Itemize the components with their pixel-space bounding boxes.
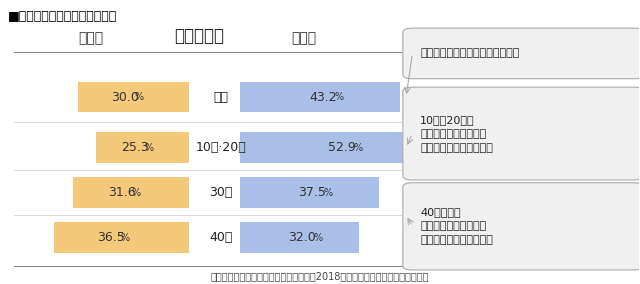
FancyBboxPatch shape bbox=[79, 82, 189, 112]
Text: %: % bbox=[324, 188, 333, 198]
FancyBboxPatch shape bbox=[241, 222, 358, 253]
Text: 賃　貸: 賃 貸 bbox=[78, 31, 103, 45]
Text: 25.3: 25.3 bbox=[121, 141, 149, 154]
Text: %: % bbox=[313, 233, 323, 243]
Text: %: % bbox=[353, 143, 362, 153]
Text: 30代: 30代 bbox=[209, 186, 233, 199]
Text: %: % bbox=[131, 188, 140, 198]
Text: 10代・20代は
「断熱性／省エネ性」
「耕震性」も実家が満足: 10代・20代は 「断熱性／省エネ性」 「耕震性」も実家が満足 bbox=[420, 114, 493, 153]
Text: 30.0: 30.0 bbox=[111, 91, 139, 103]
Text: 43.2: 43.2 bbox=[310, 91, 337, 103]
Text: %: % bbox=[134, 92, 143, 102]
Text: 全体で実家が高いのは遥音性のみ: 全体で実家が高いのは遥音性のみ bbox=[420, 48, 520, 59]
FancyBboxPatch shape bbox=[403, 183, 640, 270]
FancyBboxPatch shape bbox=[96, 132, 189, 163]
Text: ■賃貸住宅と実家の満足度比較: ■賃貸住宅と実家の満足度比較 bbox=[8, 10, 117, 23]
Text: 52.9: 52.9 bbox=[328, 141, 356, 154]
Text: 全体: 全体 bbox=[214, 91, 228, 103]
Text: 40代以上は
「断熱性／省エネ性」
「耕震性」も賃貸が満足: 40代以上は 「断熱性／省エネ性」 「耕震性」も賃貸が満足 bbox=[420, 207, 493, 245]
Text: %: % bbox=[145, 143, 154, 153]
FancyBboxPatch shape bbox=[241, 82, 400, 112]
FancyBboxPatch shape bbox=[403, 28, 640, 79]
Text: 37.5: 37.5 bbox=[298, 186, 326, 199]
Text: 36.5: 36.5 bbox=[97, 231, 125, 244]
FancyBboxPatch shape bbox=[403, 87, 640, 180]
Text: 実　家: 実 家 bbox=[291, 31, 317, 45]
FancyBboxPatch shape bbox=[241, 177, 379, 208]
Text: 10代·20代: 10代·20代 bbox=[196, 141, 246, 154]
Text: 【遥音性】: 【遥音性】 bbox=[174, 27, 224, 45]
Text: 40代: 40代 bbox=[209, 231, 233, 244]
FancyBboxPatch shape bbox=[54, 222, 189, 253]
FancyBboxPatch shape bbox=[72, 177, 189, 208]
FancyBboxPatch shape bbox=[241, 132, 436, 163]
Text: %: % bbox=[120, 233, 130, 243]
Text: 31.6: 31.6 bbox=[108, 186, 136, 199]
Text: %: % bbox=[335, 92, 344, 102]
Text: 株式会社リクルート住まいカンパニー「2018年度　賃貸契約者動向調査」より: 株式会社リクルート住まいカンパニー「2018年度 賃貸契約者動向調査」より bbox=[211, 271, 429, 281]
Text: 32.0: 32.0 bbox=[288, 231, 316, 244]
